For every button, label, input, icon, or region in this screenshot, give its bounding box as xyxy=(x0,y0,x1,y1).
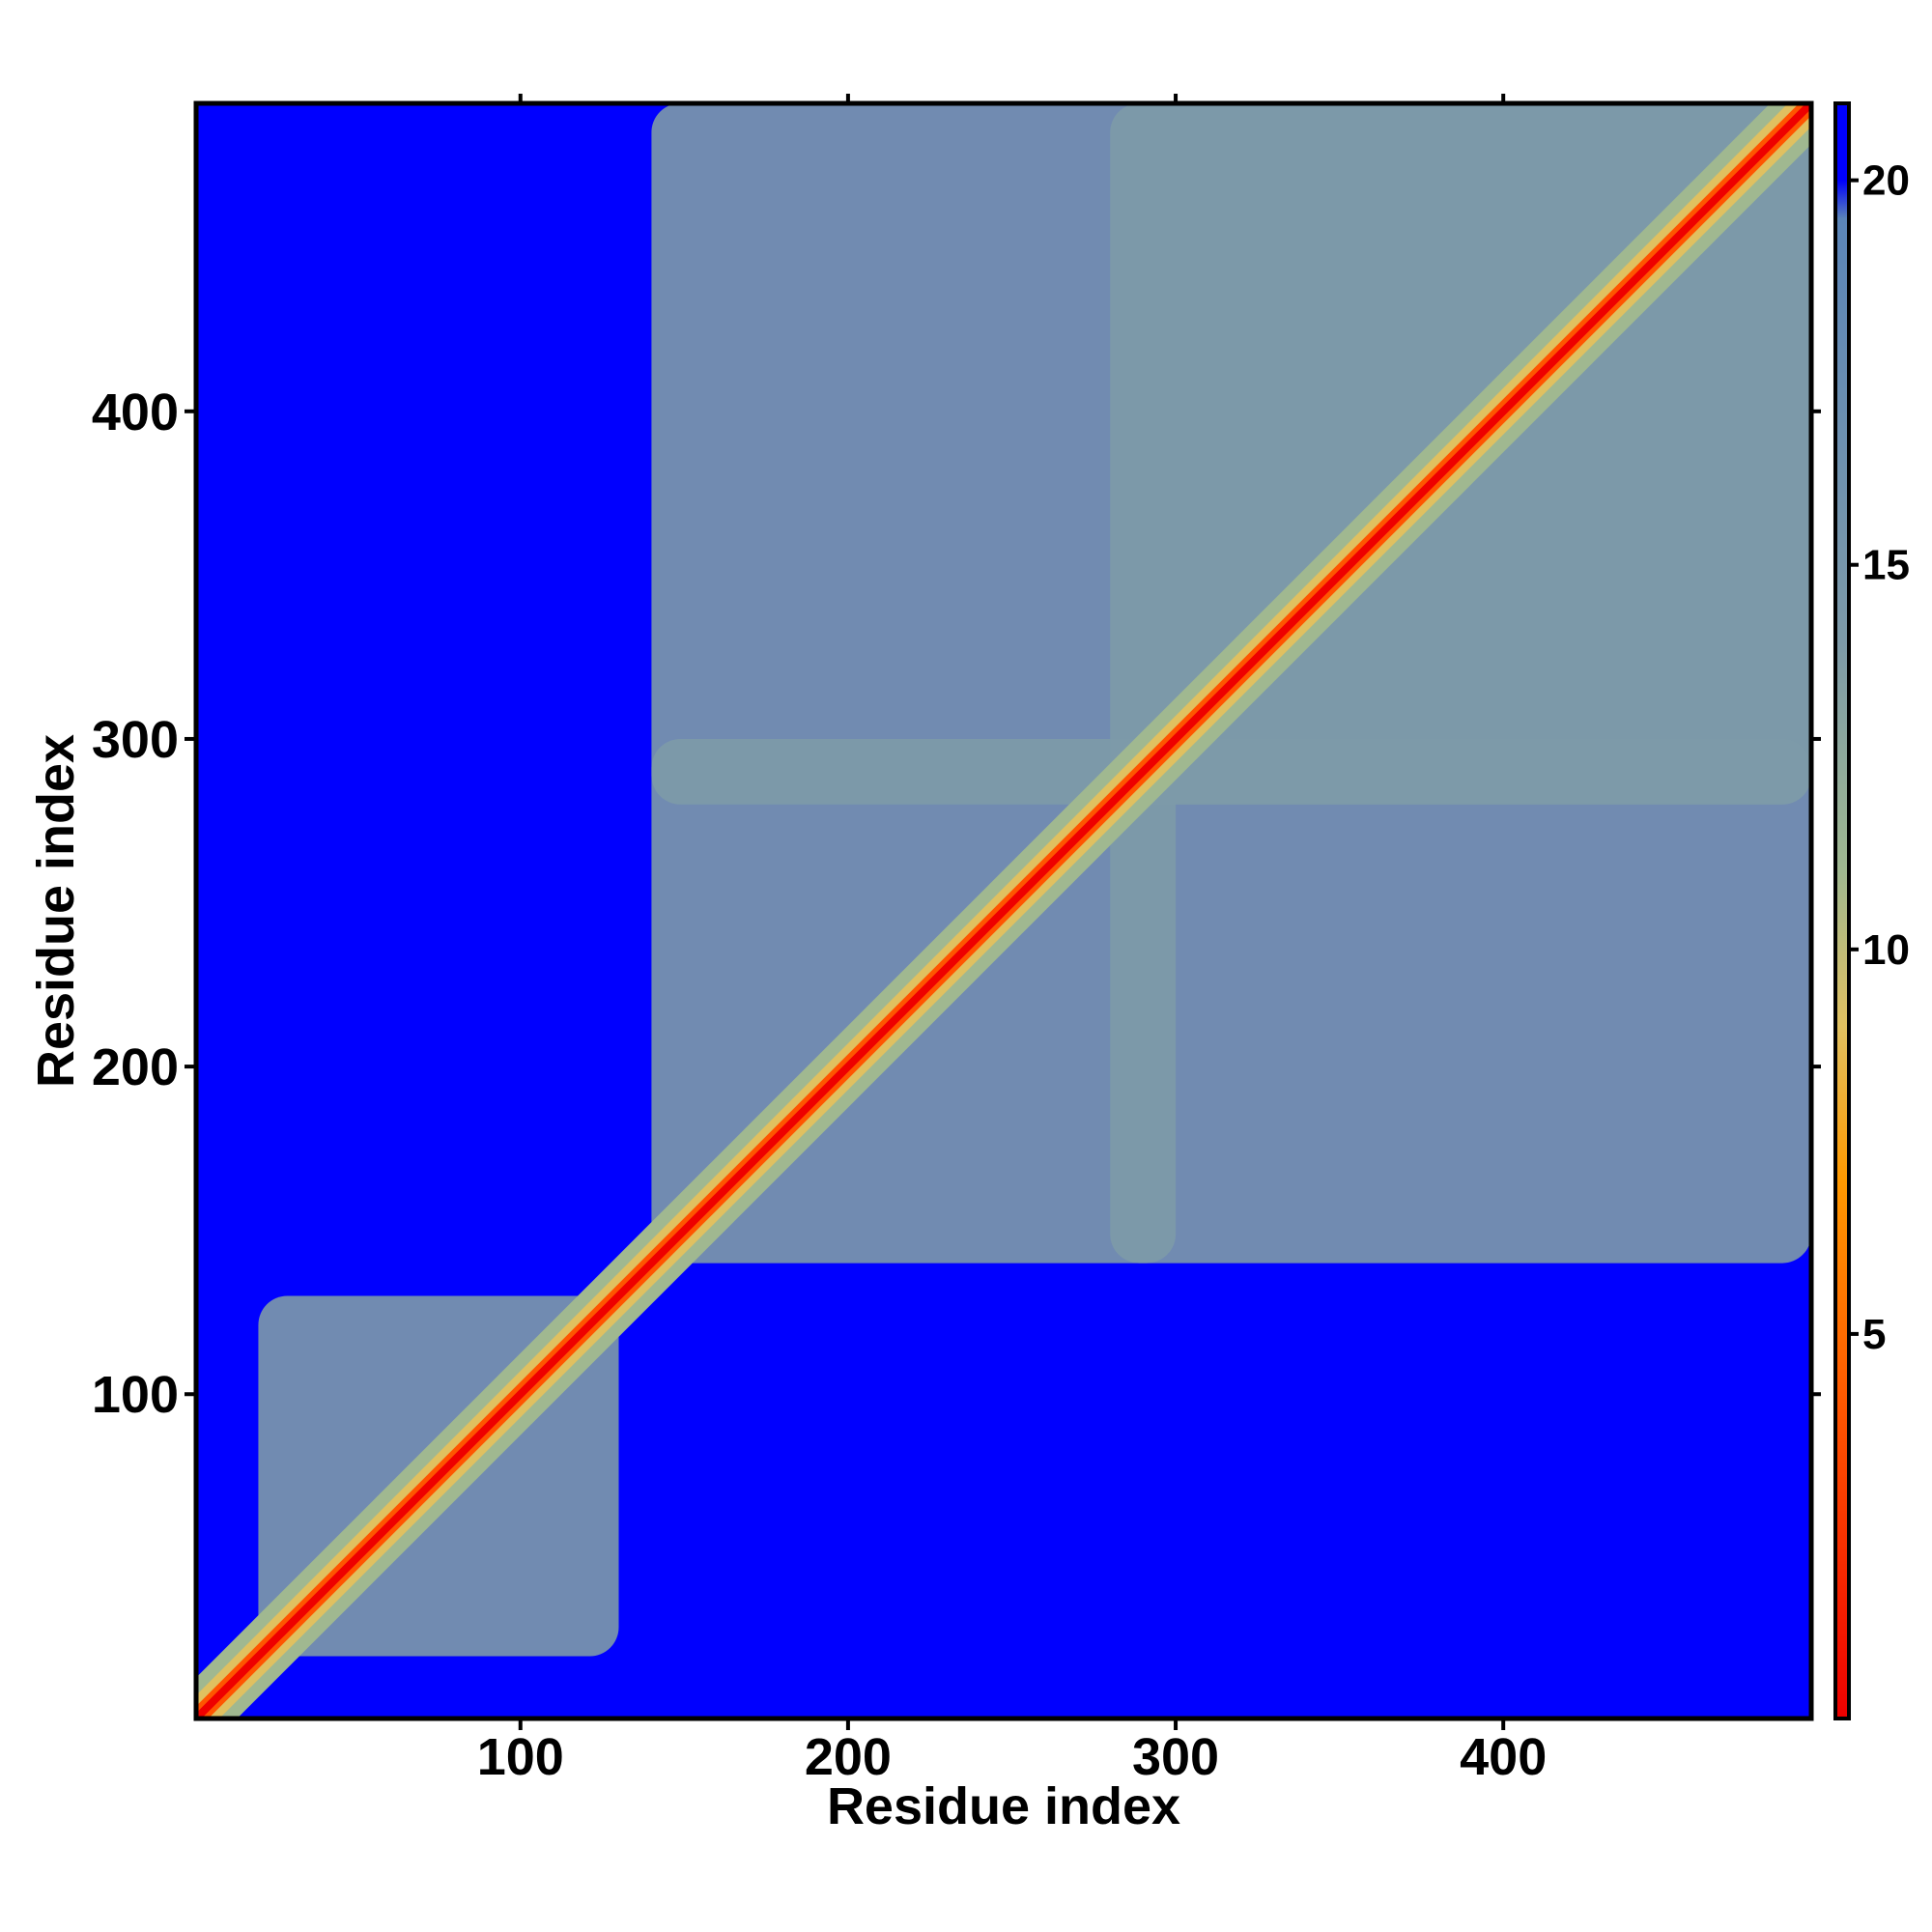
plot-frame xyxy=(193,100,1814,1721)
x-tick-label: 100 xyxy=(477,1728,564,1786)
heatmap-region-inter-3-2-lower xyxy=(1110,738,1811,1264)
y-tick-label: 400 xyxy=(92,384,179,441)
colorbar-tick-label: 10 xyxy=(1862,926,1910,974)
colorbar-bar xyxy=(1833,101,1851,1720)
colorbar-tick-label: 20 xyxy=(1862,157,1910,205)
colorbar-ticks: 5 10 15 20 xyxy=(1849,157,1910,1358)
heatmap-region-inter-2-3-upper xyxy=(651,103,1811,805)
heatmap-diagonal xyxy=(196,103,1811,1719)
x-tick-label: 400 xyxy=(1460,1728,1547,1786)
colorbar-tick-label: 15 xyxy=(1862,542,1910,589)
diagonal-band-3 xyxy=(196,103,1811,1719)
y-axis-ticks: 100 200 300 400 xyxy=(92,384,1821,1424)
y-axis-title: Residue index xyxy=(27,734,85,1088)
y-tick-label: 100 xyxy=(92,1366,179,1424)
x-tick-label: 300 xyxy=(1132,1728,1219,1786)
x-axis-title: Residue index xyxy=(827,1777,1180,1835)
y-tick-label: 200 xyxy=(92,1038,179,1096)
y-tick-label: 300 xyxy=(92,711,179,769)
colorbar: 5 10 15 20 xyxy=(1833,101,1910,1720)
colorbar-tick-label: 5 xyxy=(1862,1311,1886,1358)
x-axis-ticks: 100 200 300 400 xyxy=(477,94,1547,1786)
heatmap-plot-area xyxy=(196,103,1811,1719)
x-tick-label: 200 xyxy=(805,1728,892,1786)
